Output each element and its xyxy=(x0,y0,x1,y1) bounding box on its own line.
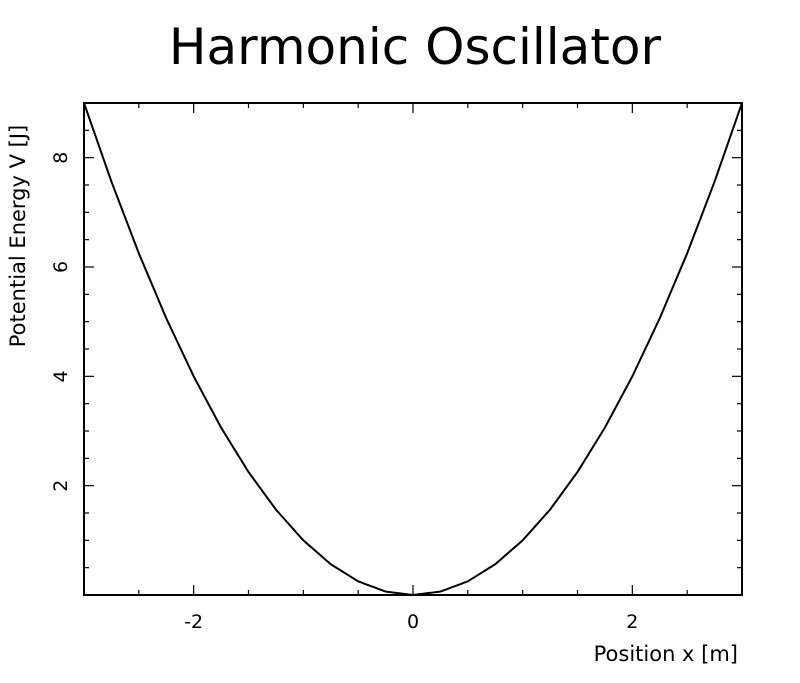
y-tick-label: 8 xyxy=(50,152,72,164)
y-tick-label: 2 xyxy=(50,480,72,492)
axis-ticks xyxy=(83,103,743,595)
chart-title: Harmonic Oscillator xyxy=(169,18,662,76)
tick-labels: -2 0 2 2 4 6 8 xyxy=(50,152,638,633)
y-axis-label: Potential Energy V [J] xyxy=(6,125,30,348)
x-tick-label: 0 xyxy=(407,611,419,633)
series-layer xyxy=(83,102,743,597)
x-tick-label: -2 xyxy=(184,611,203,633)
y-tick-label: 6 xyxy=(50,261,72,273)
potential-energy-curve xyxy=(83,102,743,597)
y-tick-label: 4 xyxy=(50,370,72,382)
plot-frame xyxy=(83,102,743,596)
x-tick-label: 2 xyxy=(626,611,638,633)
x-axis-label: Position x [m] xyxy=(594,642,738,666)
